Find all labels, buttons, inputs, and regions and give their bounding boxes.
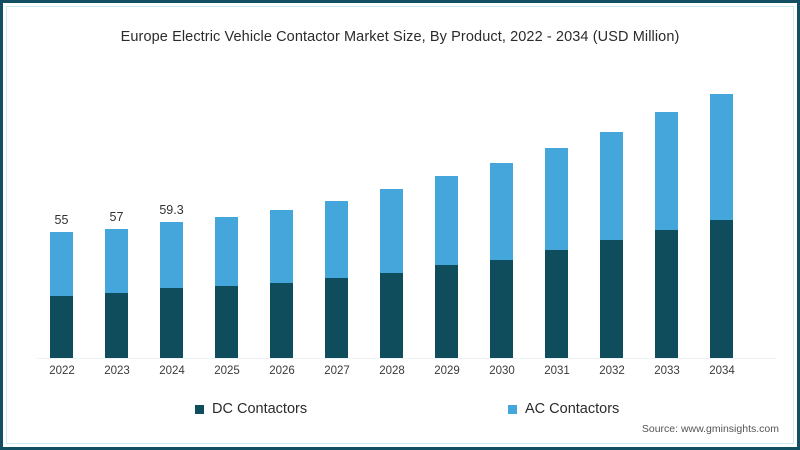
legend-label-dc-contactors: DC Contactors xyxy=(212,401,308,417)
bar-value-label-2022: 55 xyxy=(54,213,69,227)
bar-2023[interactable]: 57 xyxy=(105,210,128,358)
bar-value-label-2024: 59.3 xyxy=(159,203,184,217)
x-tick-2031: 2031 xyxy=(544,365,570,377)
bar-2033[interactable] xyxy=(655,112,678,358)
bar-segment-ac-2029[interactable] xyxy=(435,176,458,265)
legend-swatch-ac-contactors xyxy=(508,404,517,414)
plot-area: 55 57 59.3 xyxy=(23,73,783,363)
bar-value-label-2023: 57 xyxy=(109,210,124,224)
bar-segment-ac-2024[interactable] xyxy=(160,222,183,288)
bar-segment-dc-2024[interactable] xyxy=(160,288,183,358)
x-tick-2027: 2027 xyxy=(324,365,350,377)
bar-segment-dc-2022[interactable] xyxy=(50,296,73,358)
x-tick-2026: 2026 xyxy=(269,365,295,377)
x-tick-2032: 2032 xyxy=(599,365,625,377)
x-tick-2025: 2025 xyxy=(214,365,240,377)
bar-segment-dc-2023[interactable] xyxy=(105,293,128,358)
bar-2027[interactable] xyxy=(325,201,348,358)
bar-segment-dc-2032[interactable] xyxy=(600,240,623,358)
x-tick-2022: 2022 xyxy=(49,365,75,377)
bar-2028[interactable] xyxy=(380,189,403,358)
bar-2030[interactable] xyxy=(490,163,513,358)
bar-segment-ac-2023[interactable] xyxy=(105,229,128,293)
bar-segment-ac-2033[interactable] xyxy=(655,112,678,230)
bar-segment-ac-2030[interactable] xyxy=(490,163,513,260)
source-attribution: Source: www.gminsights.com xyxy=(641,423,779,435)
bar-segment-ac-2028[interactable] xyxy=(380,189,403,273)
bar-segment-dc-2029[interactable] xyxy=(435,265,458,358)
bar-segment-ac-2031[interactable] xyxy=(545,148,568,250)
x-tick-2030: 2030 xyxy=(489,365,515,377)
bar-segment-ac-2032[interactable] xyxy=(600,132,623,240)
bar-2034[interactable] xyxy=(710,94,733,358)
bar-segment-dc-2031[interactable] xyxy=(545,250,568,358)
bar-segment-dc-2027[interactable] xyxy=(325,278,348,358)
x-tick-2024: 2024 xyxy=(159,365,185,377)
bar-2032[interactable] xyxy=(600,132,623,358)
bar-segment-dc-2028[interactable] xyxy=(380,273,403,358)
bar-segment-ac-2025[interactable] xyxy=(215,217,238,286)
axis-baseline xyxy=(37,358,777,359)
x-tick-2028: 2028 xyxy=(379,365,405,377)
x-tick-2033: 2033 xyxy=(654,365,680,377)
legend-swatch-dc-contactors xyxy=(195,404,204,414)
chart-title: Europe Electric Vehicle Contactor Market… xyxy=(120,29,680,45)
x-tick-2034: 2034 xyxy=(709,365,735,377)
bar-2022[interactable]: 55 xyxy=(50,213,73,358)
x-tick-2029: 2029 xyxy=(434,365,460,377)
bar-2031[interactable] xyxy=(545,148,568,358)
legend-item-ac-contactors[interactable]: AC Contactors xyxy=(508,401,619,417)
legend-item-dc-contactors[interactable]: DC Contactors xyxy=(195,401,307,417)
bar-segment-ac-2034[interactable] xyxy=(710,94,733,220)
bar-segment-dc-2033[interactable] xyxy=(655,230,678,358)
bar-segment-dc-2030[interactable] xyxy=(490,260,513,358)
bar-segment-dc-2025[interactable] xyxy=(215,286,238,358)
bar-2025[interactable] xyxy=(215,217,238,358)
bar-segment-ac-2026[interactable] xyxy=(270,210,293,283)
chart-legend: DC Contactors AC Contactors xyxy=(3,401,797,421)
bar-segment-dc-2026[interactable] xyxy=(270,283,293,358)
x-axis-tick-labels: 2022 2023 2024 2025 2026 2027 2028 2029 2030 2031… xyxy=(23,365,783,385)
x-tick-2023: 2023 xyxy=(104,365,130,377)
bar-segment-ac-2027[interactable] xyxy=(325,201,348,278)
bar-2029[interactable] xyxy=(435,176,458,358)
bar-segment-dc-2034[interactable] xyxy=(710,220,733,358)
bar-2024[interactable]: 59.3 xyxy=(159,203,184,358)
legend-label-ac-contactors: AC Contactors xyxy=(525,401,620,417)
bar-segment-ac-2022[interactable] xyxy=(50,232,73,296)
bar-2026[interactable] xyxy=(270,210,293,358)
